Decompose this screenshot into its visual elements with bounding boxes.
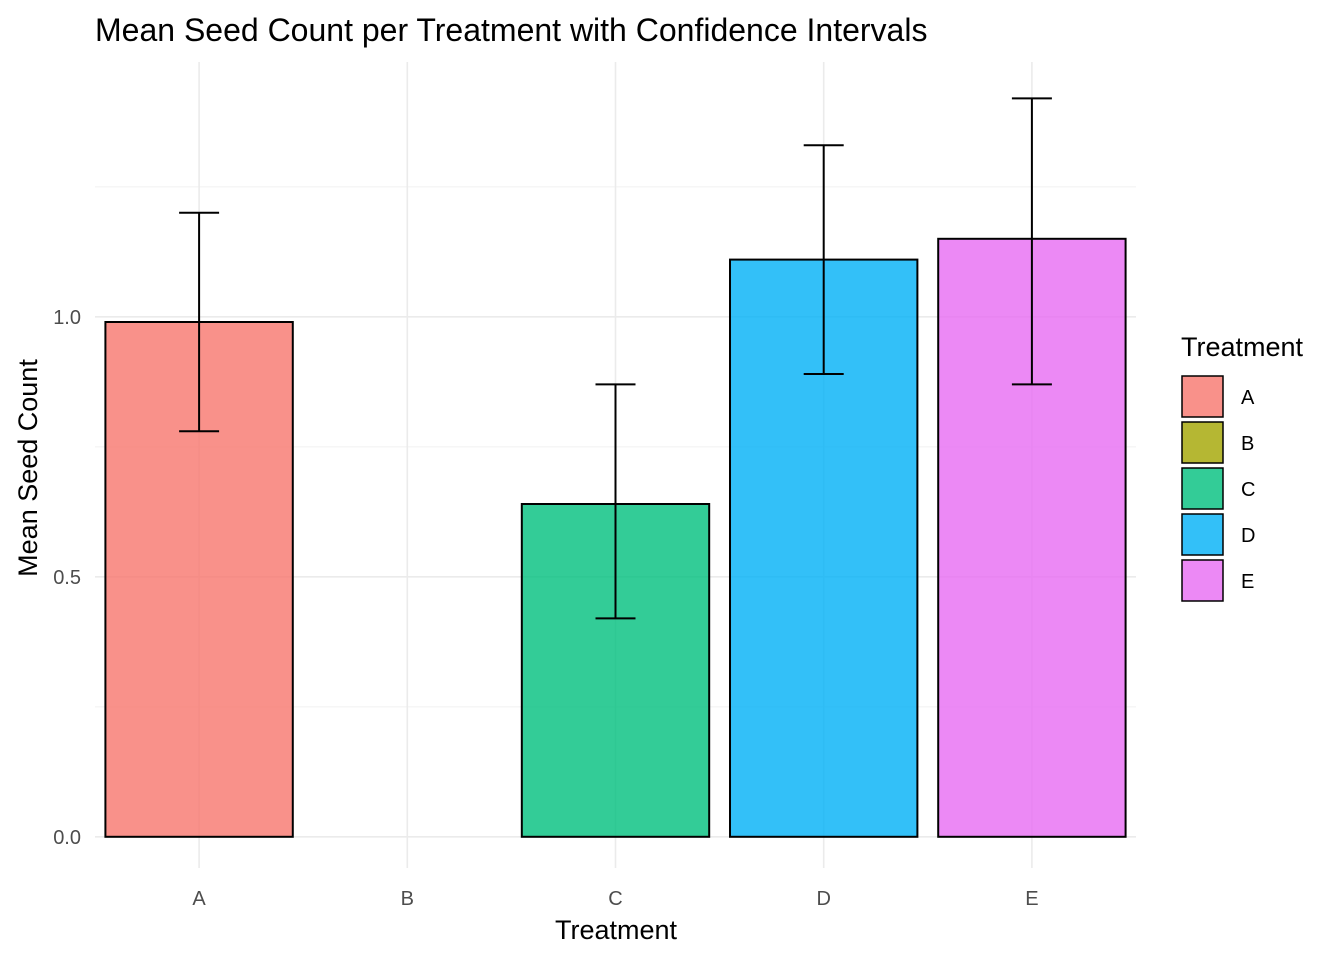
legend-swatch bbox=[1181, 421, 1224, 464]
legend-swatch bbox=[1181, 375, 1224, 418]
x-tick-label: A bbox=[192, 888, 206, 910]
x-tick-label: B bbox=[401, 888, 414, 910]
legend-item-a: A bbox=[1181, 375, 1255, 418]
legend-swatch bbox=[1181, 467, 1224, 510]
x-axis-title: Treatment bbox=[555, 915, 678, 945]
legend-title: Treatment bbox=[1181, 332, 1304, 362]
legend-item-b: B bbox=[1181, 421, 1254, 464]
y-tick-label: 1.0 bbox=[53, 307, 81, 329]
error-bar-e bbox=[1011, 97, 1052, 386]
legend-item-d: D bbox=[1181, 513, 1255, 556]
x-tick-label: C bbox=[608, 888, 622, 910]
legend-item-c: C bbox=[1181, 467, 1255, 510]
x-tick-label: E bbox=[1025, 888, 1038, 910]
legend-swatch bbox=[1181, 559, 1224, 602]
legend-keys: A B C D E bbox=[1181, 375, 1255, 602]
error-bar-d bbox=[803, 144, 844, 375]
x-axis-ticks: A B C D E bbox=[192, 888, 1038, 910]
legend-item-e: E bbox=[1181, 559, 1254, 602]
chart-title: Mean Seed Count per Treatment with Confi… bbox=[95, 12, 927, 48]
legend-label: C bbox=[1241, 479, 1255, 501]
legend-label: A bbox=[1241, 387, 1255, 409]
error-bar-a bbox=[179, 211, 220, 433]
y-tick-label: 0.5 bbox=[53, 567, 81, 589]
error-bars-group bbox=[179, 97, 1052, 620]
legend-label: B bbox=[1241, 433, 1254, 455]
error-bar-c bbox=[595, 383, 636, 620]
x-tick-label: D bbox=[816, 888, 830, 910]
legend-label: D bbox=[1241, 525, 1255, 547]
legend: Treatment A B C D E bbox=[1181, 332, 1304, 602]
y-axis-title: Mean Seed Count bbox=[13, 359, 43, 577]
y-tick-label: 0.0 bbox=[53, 827, 81, 849]
legend-swatch bbox=[1181, 513, 1224, 556]
legend-label: E bbox=[1241, 571, 1254, 593]
bars-group bbox=[104, 237, 1127, 838]
y-axis-ticks: 0.0 0.5 1.0 bbox=[53, 307, 81, 849]
